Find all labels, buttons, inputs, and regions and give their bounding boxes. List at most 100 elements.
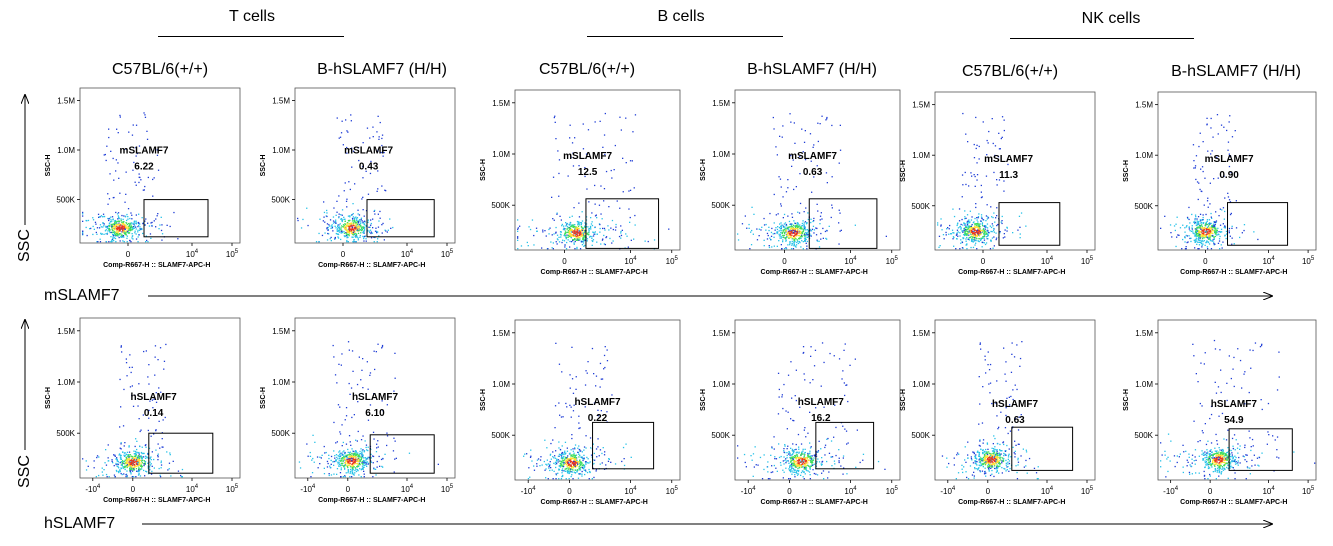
y-tick-label: 1.0M — [272, 378, 290, 387]
x-axis-label: Comp-R667-H :: SLAMF7-APC-H — [1180, 499, 1287, 506]
x-tick-label: -104 — [85, 484, 101, 494]
y-tick-label: 500K — [56, 196, 75, 205]
strain-header-6: B-hSLAMF7 (H/H) — [1171, 63, 1301, 80]
y-tick-label: 1.5M — [492, 329, 510, 338]
x-tick-label: 104 — [1262, 486, 1275, 496]
x-tick-label: 105 — [886, 256, 899, 266]
x-axis-label: Comp-R667-H :: SLAMF7-APC-H — [1180, 269, 1287, 276]
x-tick-label: 104 — [1262, 256, 1275, 266]
panel-frame — [1157, 319, 1317, 481]
facs-panel-12: 500K 1.0M 1.5M SSC-H -104 0 104 105 Comp-R667-H … — [1123, 319, 1317, 506]
gate-percent-label: 0.43 — [359, 161, 379, 172]
y-tick-label: 1.5M — [272, 96, 290, 105]
y-tick-label: 1.5M — [492, 99, 510, 108]
x-tick-label: 0 — [986, 487, 991, 496]
y-tick-label: 1.0M — [272, 146, 290, 155]
y-axis-label: SSC-H — [700, 159, 707, 181]
row-label-hslamf7: hSLAMF7 — [44, 515, 116, 532]
x-tick-label: -104 — [741, 486, 757, 496]
x-tick-label: 104 — [401, 484, 414, 494]
facs-panel-11: 500K 1.0M 1.5M SSC-H -104 0 104 105 Comp-R667-H … — [900, 319, 1096, 506]
y-tick-label: 1.0M — [1135, 380, 1153, 389]
group-title-nk-cells: NK cells — [1081, 10, 1141, 27]
gate-name-label: hSLAMF7 — [574, 397, 621, 408]
x-tick-label: 105 — [226, 249, 239, 259]
density-points — [82, 343, 184, 478]
x-tick-label: 105 — [441, 249, 454, 259]
gate-rectangle — [998, 202, 1061, 246]
density-points — [941, 341, 1039, 480]
x-tick-label: 0 — [981, 257, 986, 266]
y-tick-label: 1.5M — [712, 99, 730, 108]
y-tick-label: 500K — [1134, 431, 1153, 440]
density-points — [937, 112, 1027, 250]
y-tick-label: 500K — [911, 431, 930, 440]
y-axis-label: SSC-H — [480, 389, 487, 411]
x-tick-label: 0 — [1203, 257, 1208, 266]
y-tick-label: 500K — [1134, 202, 1153, 211]
density-points — [737, 113, 887, 250]
x-tick-label: 104 — [1041, 486, 1054, 496]
panel-frame — [1157, 91, 1317, 251]
y-tick-label: 500K — [911, 202, 930, 211]
y-tick-label: 500K — [491, 431, 510, 440]
group-underline-t-cells — [158, 36, 344, 37]
x-tick-label: 0 — [782, 257, 787, 266]
y-tick-label: 1.0M — [492, 150, 510, 159]
x-axis-label: Comp-R667-H :: SLAMF7-APC-H — [958, 499, 1065, 506]
density-points — [517, 112, 670, 250]
gate-rectangle — [585, 198, 660, 249]
y-tick-label: 1.5M — [912, 101, 930, 110]
x-axis-label: Comp-R667-H :: SLAMF7-APC-H — [541, 269, 648, 276]
y-tick-label: 1.0M — [912, 151, 930, 160]
gate-name-label: mSLAMF7 — [788, 151, 837, 162]
gate-percent-label: 0.63 — [803, 167, 823, 178]
x-tick-label: 105 — [1302, 486, 1315, 496]
gate-percent-label: 16.2 — [811, 413, 831, 424]
y-axis-label: SSC-H — [260, 155, 267, 177]
x-tick-label: -104 — [1163, 486, 1179, 496]
gate-percent-label: 54.9 — [1224, 415, 1244, 426]
y-tick-label: 500K — [271, 429, 290, 438]
gate-rectangle — [366, 199, 435, 238]
y-tick-label: 1.0M — [57, 146, 75, 155]
gate-rectangle — [592, 421, 655, 470]
x-tick-label: -104 — [940, 486, 956, 496]
x-tick-label: 104 — [186, 249, 199, 259]
density-points — [297, 114, 394, 243]
y-tick-label: 1.0M — [492, 380, 510, 389]
y-tick-label: 1.5M — [712, 329, 730, 338]
y-tick-label: 1.0M — [712, 150, 730, 159]
x-axis-label: Comp-R667-H :: SLAMF7-APC-H — [761, 269, 868, 276]
gate-name-label: mSLAMF7 — [120, 145, 169, 156]
panel-frame — [934, 91, 1096, 251]
x-axis-label: Comp-R667-H :: SLAMF7-APC-H — [761, 499, 868, 506]
x-tick-label: 0 — [126, 250, 131, 259]
x-axis-label: Comp-R667-H :: SLAMF7-APC-H — [318, 262, 425, 269]
x-tick-label: 0 — [131, 485, 136, 494]
y-tick-label: 1.5M — [912, 329, 930, 338]
panel-frame — [294, 317, 456, 479]
panel-frame — [514, 89, 681, 251]
gate-name-label: hSLAMF7 — [798, 397, 845, 408]
strain-header-2: B-hSLAMF7 (H/H) — [317, 61, 447, 78]
y-axis-label: SSC-H — [260, 387, 267, 409]
group-title-t-cells: T cells — [229, 8, 275, 25]
y-tick-label: 1.0M — [912, 380, 930, 389]
row-label-mslamf7: mSLAMF7 — [44, 287, 120, 304]
x-tick-label: -104 — [521, 486, 537, 496]
gate-name-label: mSLAMF7 — [563, 151, 612, 162]
panel-frame — [734, 89, 901, 251]
x-axis-label: Comp-R667-H :: SLAMF7-APC-H — [541, 499, 648, 506]
x-tick-label: 105 — [441, 484, 454, 494]
y-tick-label: 1.0M — [712, 380, 730, 389]
x-axis-label: Comp-R667-H :: SLAMF7-APC-H — [103, 262, 210, 269]
x-tick-label: 104 — [844, 486, 857, 496]
gate-rectangle — [148, 432, 214, 474]
x-tick-label: 105 — [1081, 256, 1094, 266]
x-tick-label: 104 — [844, 256, 857, 266]
